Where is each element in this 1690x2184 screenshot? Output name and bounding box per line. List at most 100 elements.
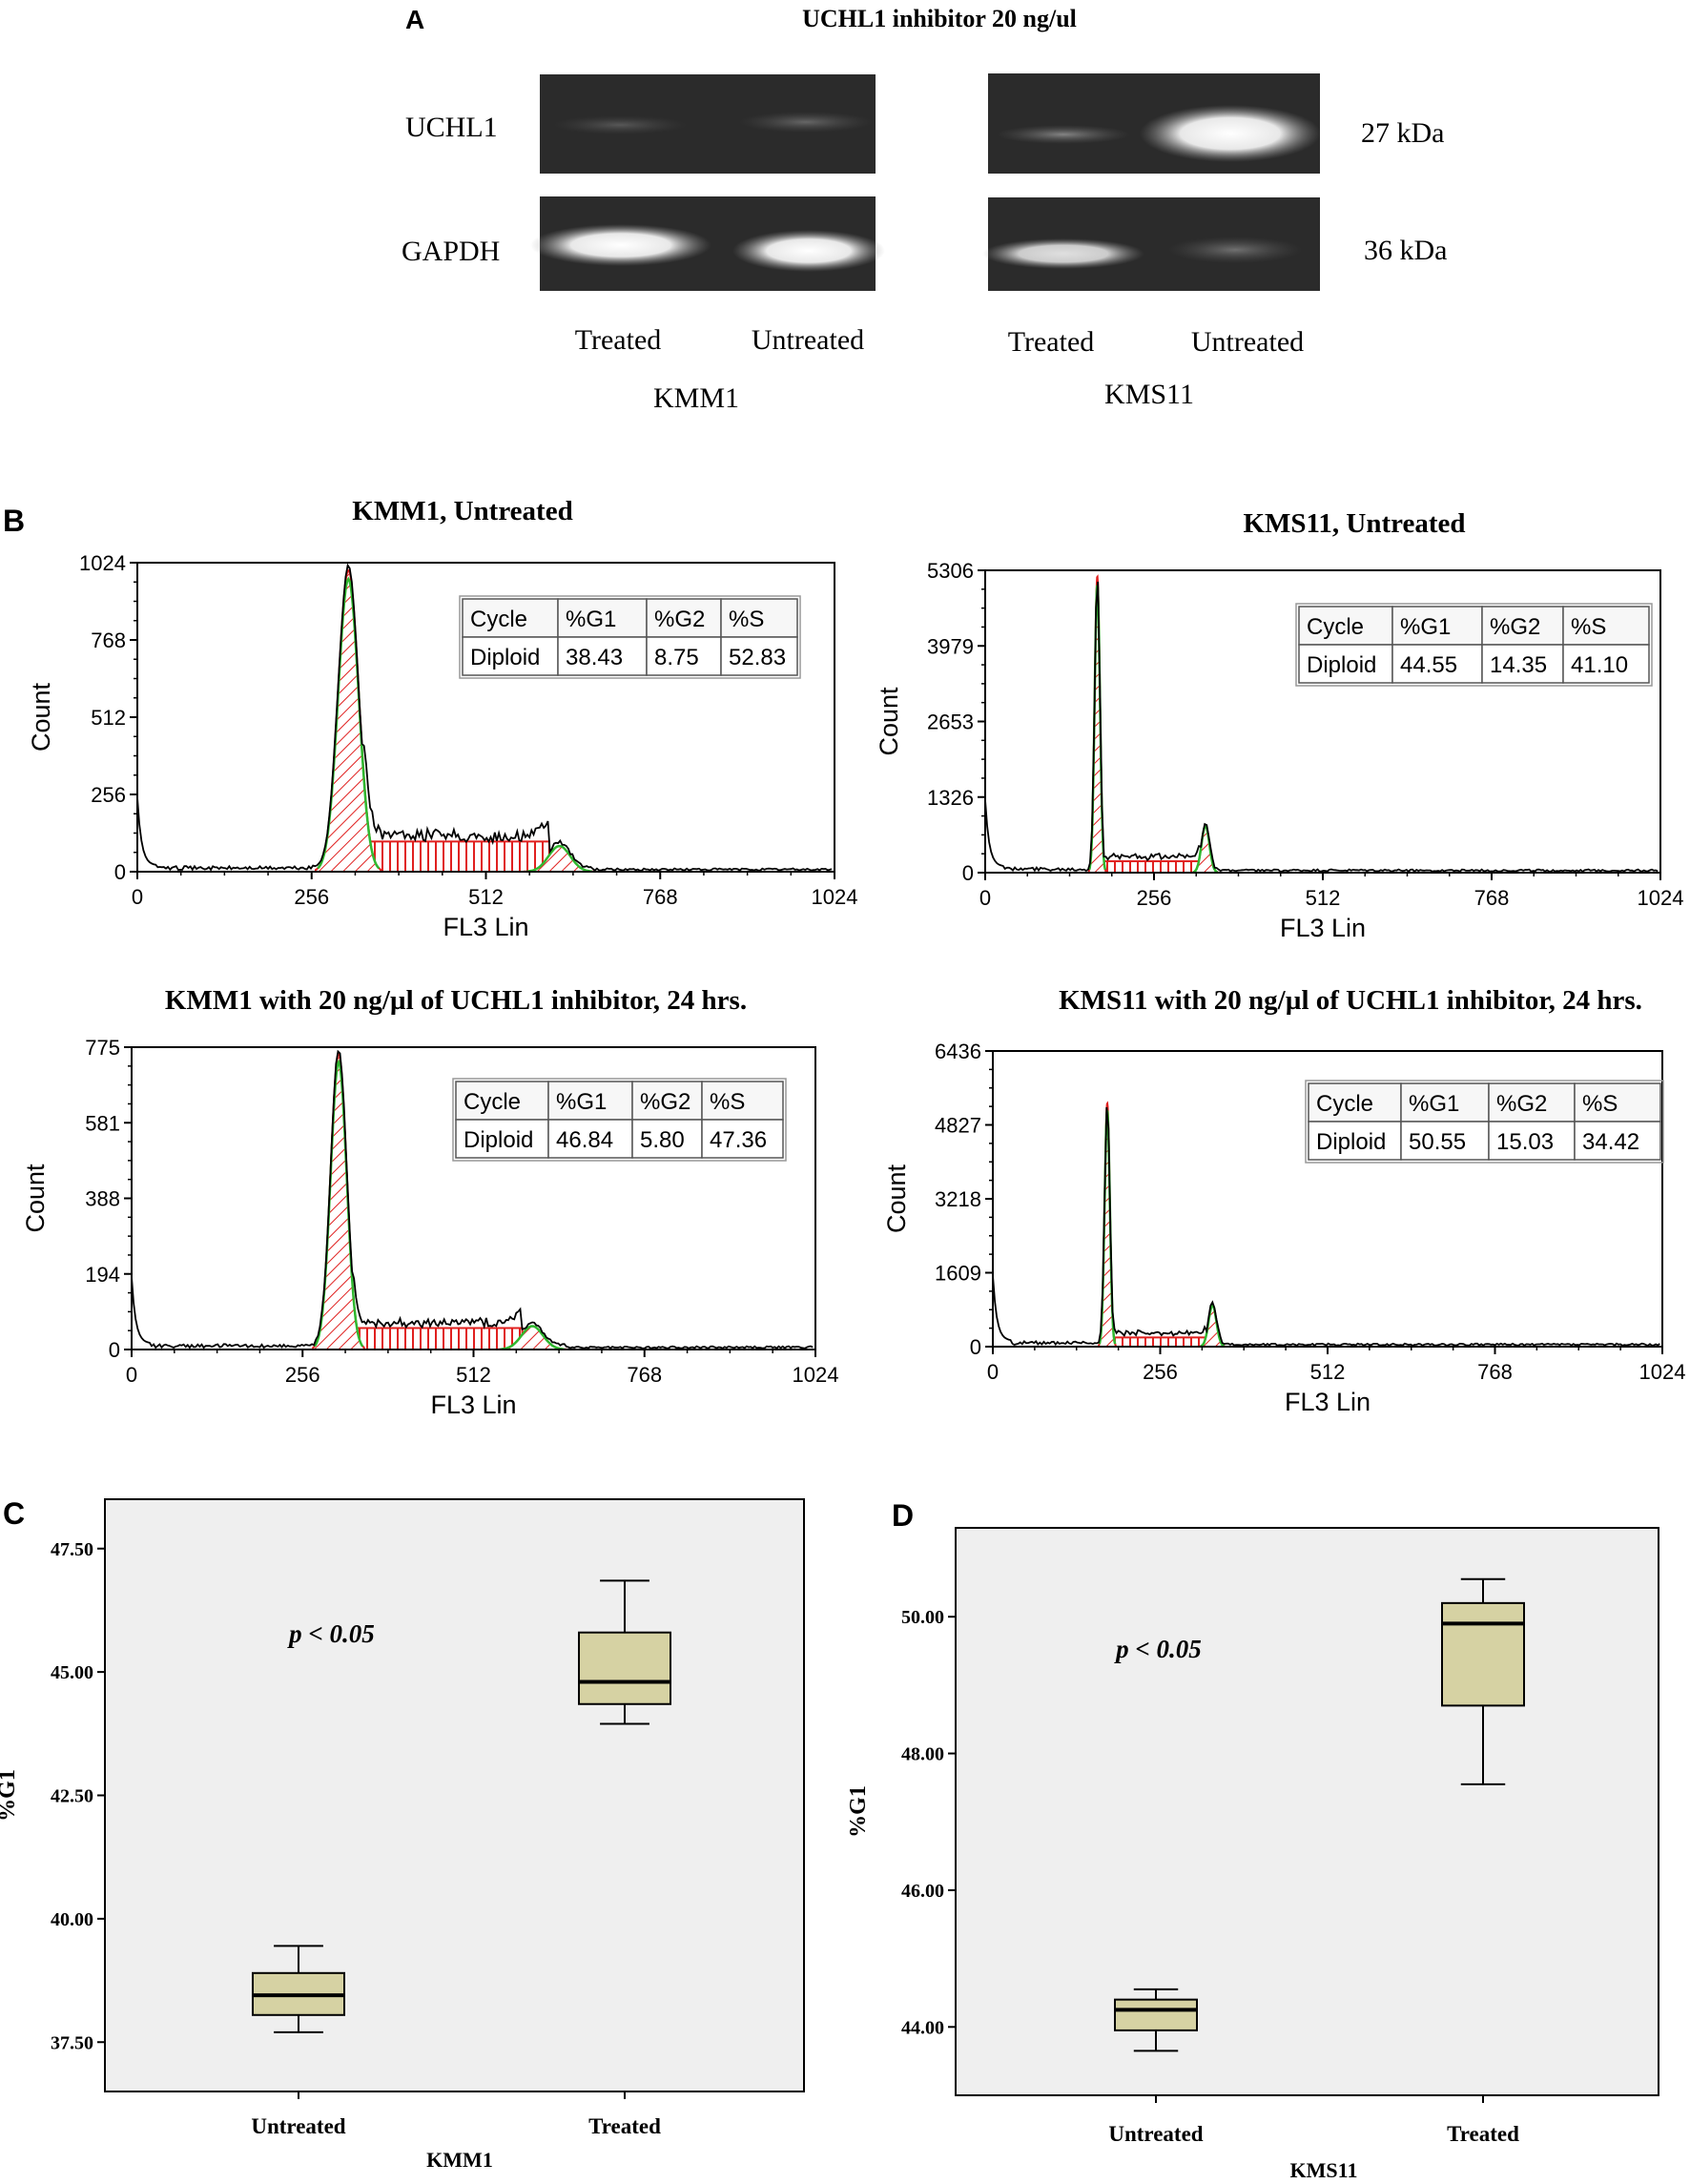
y-tick-label: 44.00: [901, 2017, 944, 2038]
x-tick-label: 512: [1310, 1360, 1346, 1384]
x-axis-label: KMM1: [426, 2148, 493, 2172]
x-tick-label: 512: [456, 1363, 491, 1387]
y-tick-label: 4827: [935, 1114, 981, 1138]
table-header-text: Cycle: [1307, 614, 1364, 640]
table-value-cell: [1562, 644, 1650, 684]
table-header-cell: [1308, 1082, 1402, 1123]
x-tick-label: 768: [643, 885, 678, 909]
blot-row-label-gapdh: GAPDH: [402, 236, 500, 267]
cycle-stats-table: Cycle Diploid %G1 38.43 %G2 8.75 %S 52.83: [459, 595, 801, 679]
y-tick-label: 1326: [927, 786, 974, 810]
y-tick-label: 1609: [935, 1262, 981, 1286]
table-value-text: 47.36: [710, 1127, 767, 1153]
y-tick-label: 0: [114, 860, 126, 884]
boxplot-kms11: 44.00 46.00 48.00 50.00 %G1 Untreated Treated p…: [846, 1527, 1659, 2182]
boxplot-kmm1: 37.50 40.00 42.50 45.00 47.50 %G1 Untreated Tre…: [0, 1498, 805, 2172]
table-header-cell: [462, 598, 559, 638]
panel-label-c: C: [3, 1496, 25, 1531]
table-value-cell: [547, 1119, 633, 1159]
table-value-text: 5.80: [640, 1127, 685, 1153]
table-header-text: %G2: [1496, 1091, 1547, 1117]
table-value-cell: [720, 636, 798, 676]
x-tick-label: 256: [1143, 1360, 1178, 1384]
y-axis-label: Count: [882, 1164, 911, 1233]
table-value-cell: [1574, 1121, 1661, 1161]
raw-data-line: [131, 1049, 814, 1350]
g2-fit-line: [526, 844, 592, 873]
table-value-text: Diploid: [464, 1127, 533, 1153]
band-kmm1-uchl1-untreated: [739, 112, 873, 133]
band-kms11-gapdh-treated: [982, 238, 1144, 269]
y-tick-label: 775: [85, 1036, 120, 1060]
band-kms11-gapdh-untreated: [1168, 237, 1302, 263]
table-value-text: 15.03: [1496, 1129, 1554, 1155]
y-tick-label: 40.00: [51, 1909, 93, 1930]
x-tick-label: 768: [1474, 886, 1510, 910]
y-tick-label: 2653: [927, 711, 974, 734]
x-axis-label: FL3 Lin: [1285, 1388, 1371, 1416]
panel-a: A UCHL1 inhibitor 20 ng/ul UCHL1 GAPDH 2…: [402, 5, 1447, 414]
histogram-kms11-untreated: KMS11, Untreated 0 1326 2653 3979 5306 0 256 512…: [875, 508, 1683, 942]
table-header-cell: [1298, 606, 1393, 646]
band-kms11-uchl1-untreated: [1140, 105, 1321, 162]
category-label: Untreated: [1108, 2122, 1203, 2146]
table-outer-border: [1305, 1080, 1664, 1164]
table-header-cell: [646, 598, 722, 638]
y-axis-label: Count: [27, 682, 55, 752]
g2-fit-line: [500, 1325, 565, 1350]
y-tick-label: 48.00: [901, 1744, 944, 1765]
cycle-stats-table: Cycle Diploid %G1 44.55 %G2 14.35 %S 41.10: [1295, 603, 1653, 687]
table-header-cell: [701, 1081, 784, 1121]
y-tick-label: 581: [85, 1111, 120, 1135]
histogram-kms11-treated: KMS11 with 20 ng/µl of UCHL1 inhibitor, …: [882, 985, 1685, 1416]
table-header-cell: [557, 598, 648, 638]
x-tick-label: 0: [979, 886, 991, 910]
x-tick-label: 512: [468, 885, 504, 909]
x-tick-label: 256: [285, 1363, 320, 1387]
x-axis-label: FL3 Lin: [443, 913, 528, 941]
panel-label-b: B: [3, 504, 25, 538]
table-header-text: %S: [1571, 614, 1606, 640]
y-tick-label: 6436: [935, 1040, 981, 1063]
table-header-text: %G2: [640, 1089, 690, 1115]
category-label: Treated: [1447, 2122, 1519, 2146]
plot-area: [955, 1527, 1659, 2096]
lane-label-kmm1-treated: Treated: [575, 324, 662, 356]
y-axis-label: Count: [21, 1164, 50, 1233]
raw-data-line: [984, 581, 1659, 874]
table-header-text: %S: [710, 1089, 745, 1115]
lane-label-kms11-untreated: Untreated: [1191, 326, 1304, 358]
table-value-text: 44.55: [1400, 652, 1457, 678]
s-phase-area: [1112, 1336, 1208, 1349]
category-label: Treated: [588, 2114, 661, 2138]
y-tick-label: 1024: [79, 551, 126, 575]
table-outer-border: [1295, 603, 1653, 687]
x-tick-label: 512: [1306, 886, 1341, 910]
table-header-text: %G1: [566, 607, 616, 632]
x-axis-label: KMS11: [1290, 2158, 1358, 2182]
y-axis-label: %G1: [0, 1769, 20, 1822]
band-kms11-uchl1-treated: [997, 125, 1130, 144]
table-value-text: 38.43: [566, 645, 623, 670]
box-iqr: [1441, 1601, 1525, 1707]
histogram-title: KMM1 with 20 ng/µl of UCHL1 inhibitor, 2…: [165, 985, 747, 1016]
y-tick-label: 0: [109, 1338, 120, 1362]
x-tick-label: 256: [294, 885, 329, 909]
table-value-cell: [557, 636, 648, 676]
x-tick-label: 768: [1477, 1360, 1513, 1384]
y-tick-label: 46.00: [901, 1881, 944, 1902]
table-header-cell: [547, 1081, 633, 1121]
histogram-kmm1-treated: KMM1 with 20 ng/µl of UCHL1 inhibitor, 2…: [21, 985, 838, 1419]
blot-title: UCHL1 inhibitor 20 ng/ul: [802, 5, 1077, 32]
table-header-text: %G1: [1400, 614, 1451, 640]
y-tick-label: 388: [85, 1187, 120, 1211]
table-header-text: %G1: [556, 1089, 607, 1115]
panel-label-d: D: [892, 1498, 914, 1533]
band-kmm1-gapdh-untreated: [732, 230, 885, 272]
y-tick-label: 512: [91, 706, 126, 730]
p-value-annotation: p < 0.05: [1114, 1635, 1202, 1663]
table-header-cell: [631, 1081, 703, 1121]
y-tick-label: 256: [91, 783, 126, 807]
x-axis-label: FL3 Lin: [1280, 914, 1366, 942]
